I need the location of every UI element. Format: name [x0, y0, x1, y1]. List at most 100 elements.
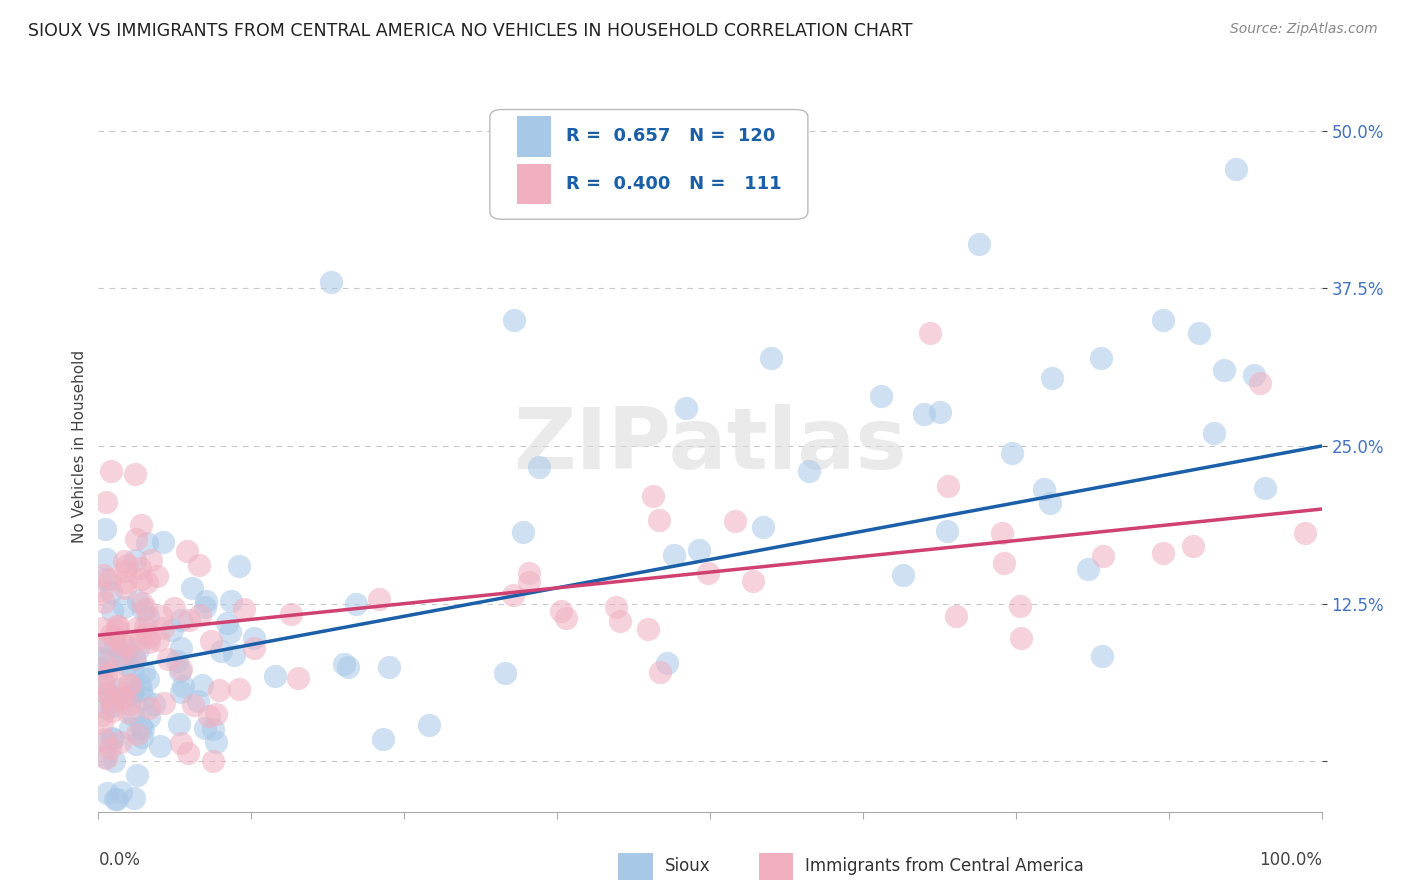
Point — [198, 708, 221, 723]
Point — [929, 404, 952, 418]
Point — [188, 608, 211, 623]
Text: R =  0.400   N =   111: R = 0.400 N = 111 — [565, 175, 782, 193]
Point — [637, 622, 659, 636]
Point — [93, 522, 115, 536]
Point — [152, 534, 174, 549]
Point — [1152, 546, 1174, 560]
Point — [105, 792, 128, 806]
Point — [122, 683, 145, 698]
Point — [129, 682, 152, 697]
Point — [169, 685, 191, 699]
Point — [94, 686, 117, 700]
Point — [100, 464, 122, 478]
Point — [98, 638, 121, 652]
Point — [751, 520, 773, 534]
Point — [1243, 368, 1265, 383]
Point — [149, 739, 172, 753]
Point — [98, 572, 121, 586]
Point — [195, 594, 218, 608]
Point — [90, 661, 112, 675]
Point — [134, 665, 156, 679]
Point — [148, 632, 170, 647]
Point — [936, 524, 959, 538]
Point — [118, 722, 141, 736]
Point — [112, 554, 135, 568]
Point — [243, 631, 266, 645]
Point — [191, 678, 214, 692]
Point — [93, 567, 115, 582]
Point — [1182, 539, 1205, 553]
Point — [169, 664, 191, 678]
Point — [136, 575, 159, 590]
Point — [1249, 376, 1271, 390]
Point — [110, 785, 132, 799]
Point — [180, 581, 202, 595]
Point — [100, 665, 122, 679]
Point — [344, 597, 367, 611]
Point — [503, 313, 526, 327]
Point — [1212, 363, 1234, 377]
Point — [1204, 425, 1226, 440]
Point — [96, 666, 118, 681]
Point — [94, 749, 117, 764]
Point — [115, 689, 138, 703]
Point — [1001, 446, 1024, 460]
Point — [112, 652, 135, 666]
Point — [222, 648, 245, 662]
Point — [129, 572, 152, 586]
Point — [1225, 161, 1247, 176]
FancyBboxPatch shape — [759, 854, 793, 880]
Text: Immigrants from Central America: Immigrants from Central America — [806, 857, 1084, 875]
Point — [502, 589, 524, 603]
Point — [108, 735, 131, 749]
Y-axis label: No Vehicles in Household: No Vehicles in Household — [72, 350, 87, 542]
Point — [91, 708, 114, 723]
Point — [142, 697, 165, 711]
Point — [111, 649, 134, 664]
Point — [131, 730, 153, 744]
Point — [101, 704, 124, 718]
Point — [135, 601, 157, 615]
Point — [319, 275, 342, 289]
Point — [1091, 649, 1114, 664]
Point — [371, 731, 394, 746]
Point — [517, 566, 540, 581]
Point — [187, 694, 209, 708]
Point — [131, 596, 153, 610]
Point — [648, 513, 671, 527]
Point — [993, 556, 1015, 570]
Point — [170, 662, 193, 676]
Point — [233, 602, 256, 616]
Point — [127, 593, 149, 607]
Point — [135, 536, 157, 550]
Point — [93, 675, 115, 690]
Point — [242, 641, 264, 656]
Point — [107, 681, 129, 696]
Point — [1040, 371, 1063, 385]
Point — [127, 641, 149, 656]
Point — [135, 626, 157, 640]
Point — [121, 688, 143, 702]
Point — [920, 326, 942, 340]
Point — [111, 691, 134, 706]
Point — [662, 549, 685, 563]
Point — [177, 613, 200, 627]
Point — [264, 668, 287, 682]
Point — [94, 687, 117, 701]
Point — [96, 786, 118, 800]
Point — [891, 568, 914, 582]
Point — [194, 721, 217, 735]
Point — [208, 682, 231, 697]
Point — [141, 553, 163, 567]
Point — [176, 746, 198, 760]
Point — [990, 526, 1012, 541]
Point — [129, 518, 152, 533]
Point — [1091, 549, 1114, 564]
Point — [368, 592, 391, 607]
Point — [181, 698, 204, 713]
Point — [209, 644, 232, 658]
Point — [170, 640, 193, 655]
Point — [138, 701, 160, 715]
Point — [90, 621, 112, 635]
Point — [870, 388, 893, 402]
